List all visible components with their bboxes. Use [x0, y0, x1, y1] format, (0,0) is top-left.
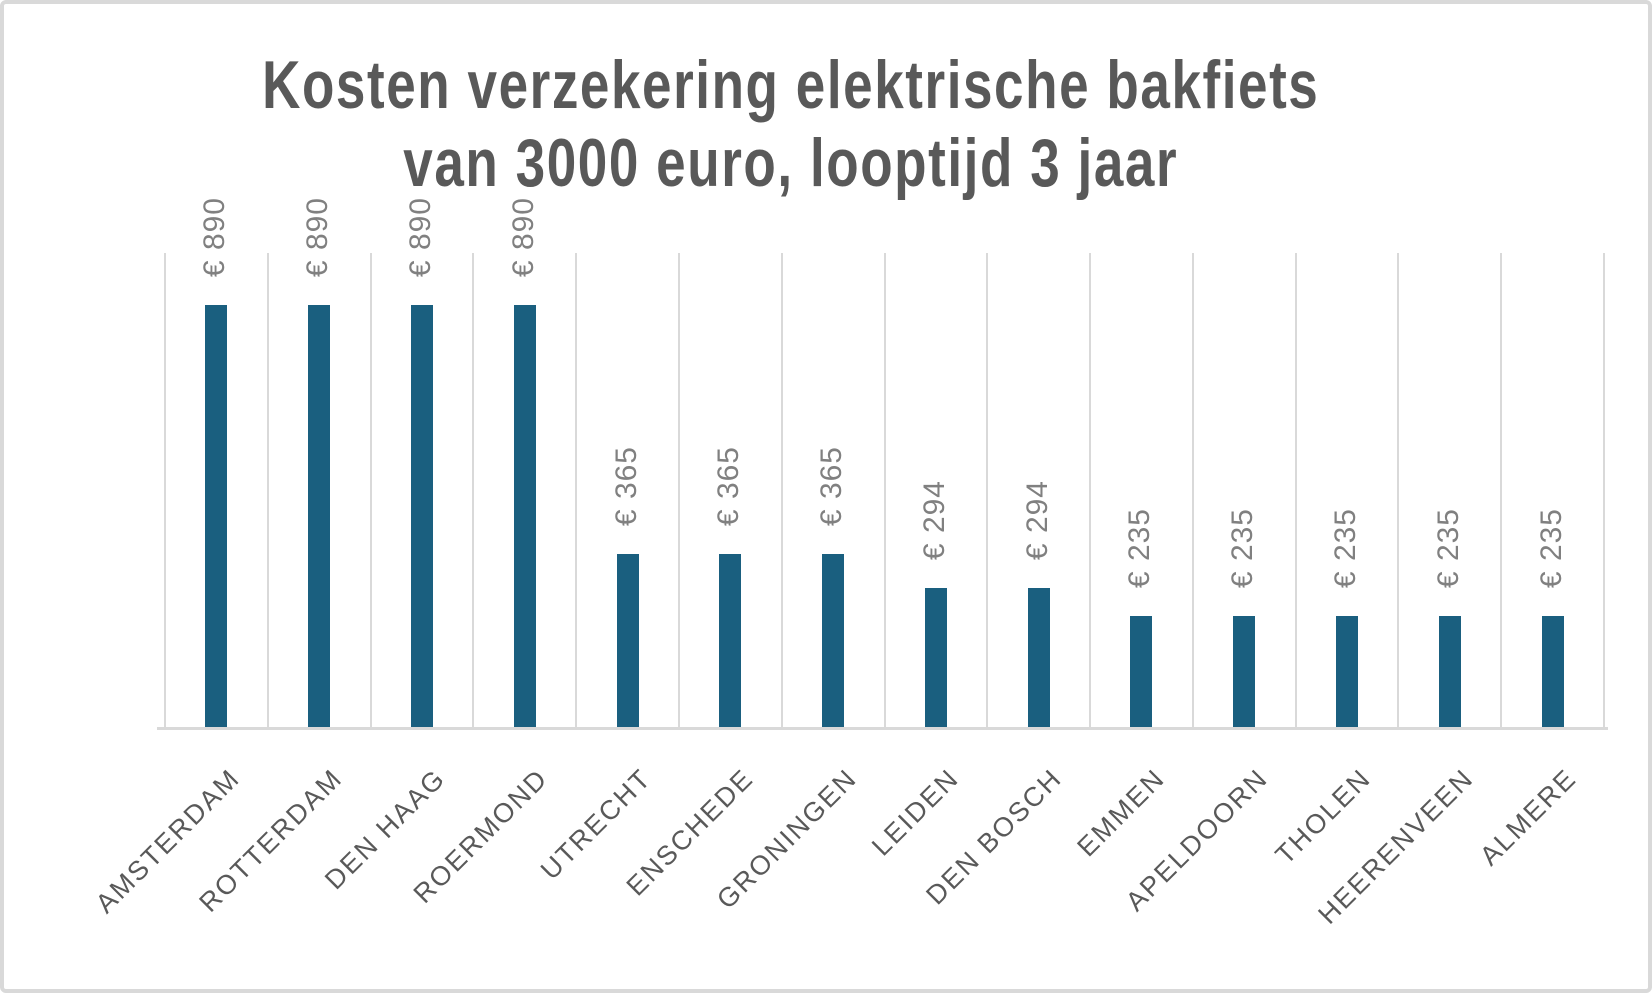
value-label-heerenveen: € 235	[1431, 507, 1465, 588]
x-axis-label-leiden: LEIDEN	[866, 763, 966, 862]
gridline	[472, 253, 475, 727]
bar-roermond	[513, 305, 536, 727]
x-axis-line	[157, 727, 1608, 730]
bar-enschede	[719, 554, 742, 727]
gridline	[1089, 253, 1092, 727]
gridline	[1294, 253, 1297, 727]
value-label-emmen: € 235	[1123, 507, 1157, 588]
gridline	[1603, 253, 1605, 727]
gridline	[1397, 253, 1400, 727]
gridline	[986, 253, 989, 727]
plot-area: € 890 AMSTERDAM € 890 ROTTERDAM € 890 DEN HAA…	[90, 197, 1608, 930]
value-label-groningen: € 365	[815, 445, 849, 526]
gridline	[1191, 253, 1194, 727]
value-label-rotterdam: € 890	[301, 197, 335, 278]
value-label-amsterdam: € 890	[198, 197, 232, 278]
value-label-utrecht: € 365	[609, 445, 643, 526]
bar-emmen	[1130, 615, 1153, 727]
bar-tholen	[1336, 615, 1359, 727]
gridline	[883, 253, 886, 727]
value-label-tholen: € 235	[1329, 507, 1363, 588]
x-axis-label-emmen: EMMEN	[1071, 763, 1171, 863]
chart-title: Kosten verzekering elektrische bakfiets …	[4, 46, 1648, 202]
bar-den-bosch	[1027, 587, 1050, 727]
bar-apeldoorn	[1233, 615, 1256, 727]
gridline	[266, 253, 269, 727]
gridline	[1500, 253, 1503, 727]
value-label-roermond: € 890	[506, 197, 540, 278]
x-axis-label-almere: ALMERE	[1473, 763, 1582, 872]
bar-rotterdam	[308, 305, 331, 727]
bar-den-haag	[410, 305, 433, 727]
value-label-enschede: € 365	[712, 445, 746, 526]
value-label-apeldoorn: € 235	[1226, 507, 1260, 588]
bar-almere	[1541, 615, 1564, 727]
value-label-den-bosch: € 294	[1020, 479, 1054, 560]
gridline	[575, 253, 578, 727]
x-axis-label-tholen: THOLEN	[1269, 763, 1377, 871]
bar-heerenveen	[1438, 615, 1461, 727]
gridline	[780, 253, 783, 727]
bar-amsterdam	[205, 305, 228, 727]
chart-title-line-1: Kosten verzekering elektrische bakfiets	[262, 47, 1320, 123]
bar-groningen	[822, 554, 845, 727]
gridline	[369, 253, 372, 727]
value-label-den-haag: € 890	[403, 197, 437, 278]
bar-utrecht	[616, 554, 639, 727]
gridline	[164, 253, 166, 727]
gridline	[677, 253, 680, 727]
value-label-leiden: € 294	[917, 479, 951, 560]
chart-title-line-2: van 3000 euro, looptijd 3 jaar	[403, 125, 1179, 201]
bar-leiden	[924, 587, 947, 727]
value-label-almere: € 235	[1534, 507, 1568, 588]
